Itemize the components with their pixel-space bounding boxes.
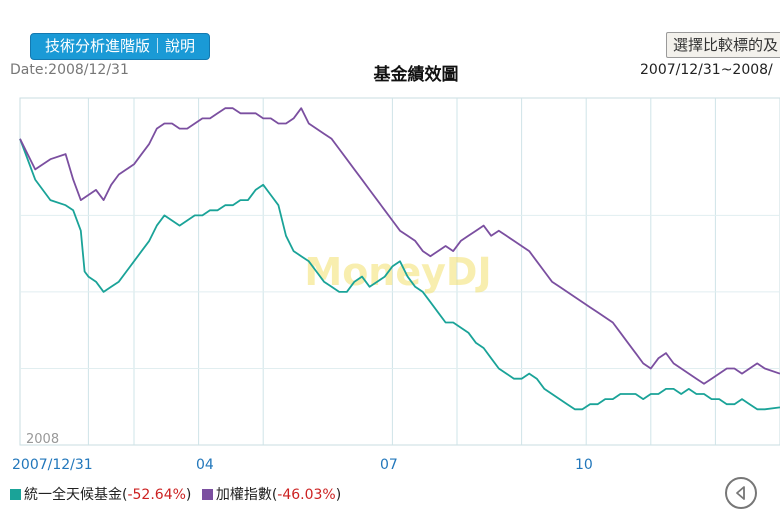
chart-title: 基金績效圖 — [373, 65, 459, 85]
legend-fund-name: 統一全天候基金 — [24, 487, 122, 503]
chart-grid — [19, 97, 780, 446]
legend-index-name: 加權指數 — [215, 487, 272, 503]
x-axis-ticks: 2007/12/31 04 07 10 — [12, 457, 593, 473]
x-tick-label: 2007/12/31 — [12, 457, 93, 473]
legend-swatch-index — [201, 489, 213, 500]
x-tick-label: 10 — [575, 457, 593, 473]
chart-legend: 統一全天候基金(-52.64%) 加權指數(-46.03%) — [10, 484, 347, 504]
legend-item-fund[interactable]: 統一全天候基金(-52.64%) — [10, 487, 196, 503]
legend-index-change: -46.03% — [277, 487, 336, 503]
date-range: 2007/12/31~2008/ — [640, 62, 773, 78]
performance-chart: MoneyDJ 2008 2007/12/31 04 07 10 — [12, 97, 780, 473]
legend-item-index[interactable]: 加權指數(-46.03%) — [201, 487, 341, 503]
watermark: MoneyDJ — [304, 250, 491, 294]
plot-frame — [19, 97, 780, 446]
select-compare-button[interactable]: 選擇比較標的及 — [666, 32, 780, 58]
series-line-1 — [19, 107, 780, 385]
x-tick-label: 04 — [196, 457, 214, 473]
tech-analysis-button[interactable]: 技術分析進階版｜說明 — [30, 33, 210, 60]
series-lines — [19, 107, 780, 411]
legend-swatch-fund — [10, 489, 21, 500]
back-arrow-icon[interactable] — [725, 477, 757, 509]
year-label: 2008 — [26, 432, 59, 447]
legend-fund-change: -52.64% — [127, 487, 186, 503]
series-line-0 — [19, 138, 780, 411]
date-label: Date:2008/12/31 — [10, 62, 129, 78]
x-tick-label: 07 — [380, 457, 398, 473]
